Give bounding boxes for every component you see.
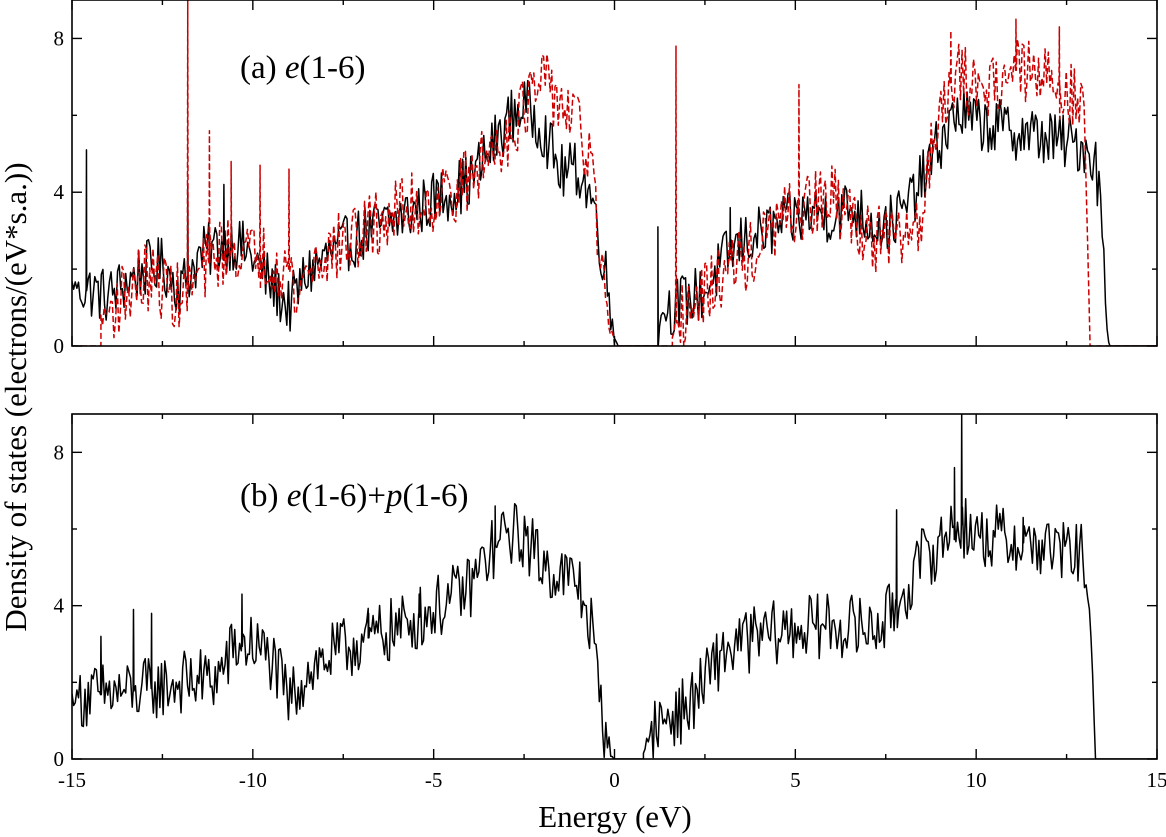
x-tick-label: 15 (1147, 768, 1166, 792)
panel-a-frame (71, 0, 1158, 347)
y-axis-title: Density of states (electrons/(eV*s.a.)) (0, 162, 33, 631)
series-b-solid (72, 414, 1157, 759)
panel-b-frame (71, 413, 1158, 760)
y-tick-label: 0 (54, 747, 65, 771)
x-axis-title: Energy (eV) (538, 799, 692, 834)
panel-b-curves (72, 414, 1157, 759)
panel-a-label: (a) e(1-6) (240, 50, 366, 86)
panel-b-label: (b) e(1-6)+p(1-6) (240, 478, 468, 514)
y-tick-label: 4 (54, 594, 65, 618)
series-a-dashed (72, 0, 1157, 346)
y-tick-label: 8 (54, 26, 65, 50)
panel-b: 0 4 8 (b) e(1-6)+p(1-6) (54, 413, 1158, 771)
panel-a-curves (72, 0, 1157, 346)
series-a-solid (72, 79, 1157, 346)
y-tick-label: 8 (54, 440, 65, 464)
panel-a: 0 4 8 (a) e(1-6) (54, 0, 1158, 358)
x-tick-label: 5 (790, 768, 801, 792)
x-tick-label: 0 (609, 768, 620, 792)
x-axis-tick-labels: -15 -10 -5 0 5 10 15 (58, 768, 1166, 792)
x-tick-label: -15 (58, 768, 86, 792)
x-tick-label: 10 (966, 768, 987, 792)
x-tick-label: -5 (425, 768, 443, 792)
y-tick-label: 4 (54, 180, 65, 204)
y-tick-label: 0 (54, 334, 65, 358)
x-tick-label: -10 (239, 768, 267, 792)
